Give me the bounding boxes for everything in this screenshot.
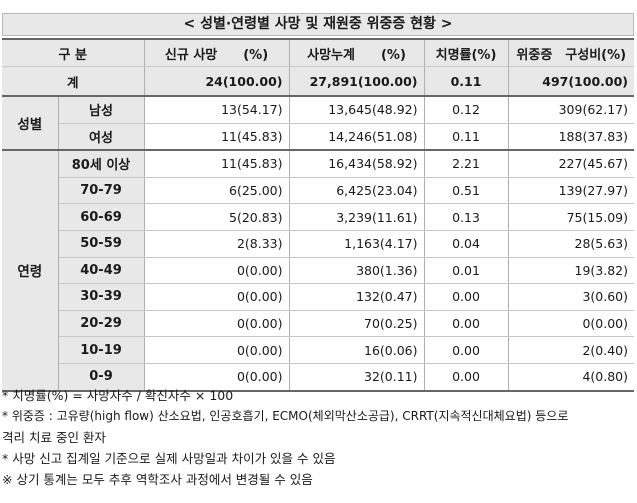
row-label: 20-29 — [58, 310, 145, 338]
cell-new-deaths: 0(0.00) — [144, 283, 290, 311]
cell-fatality-rate: 0.01 — [424, 257, 509, 285]
total-critical: 497(100.00) — [508, 66, 635, 97]
cell-new-deaths: 11(45.83) — [144, 123, 290, 152]
cell-cumulative-deaths: 6,425(23.04) — [289, 177, 425, 205]
table-row: 연령 80세 이상 11(45.83) 16,434(58.92) 2.21 2… — [2, 150, 635, 392]
group-label-age: 연령 — [2, 150, 59, 392]
row-label: 0-9 — [58, 363, 145, 392]
table-row: 여성 11(45.83) 14,246(51.08) 0.11 188(37.8… — [2, 123, 635, 152]
row-label: 남성 — [58, 96, 145, 124]
stats-table: 구 분 신규 사망 (%) 사망누계 (%) 치명률(%) 위중증 구성비(%)… — [2, 38, 635, 392]
cell-fatality-rate: 0.04 — [424, 230, 509, 258]
cell-cumulative-deaths: 16,434(58.92) — [289, 150, 425, 178]
cell-new-deaths: 6(25.00) — [144, 177, 290, 205]
row-label: 70-79 — [58, 177, 145, 205]
cell-fatality-rate: 0.00 — [424, 363, 509, 392]
header-new-deaths: 신규 사망 (%) — [144, 38, 290, 67]
cell-critical: 139(27.97) — [508, 177, 635, 205]
row-label: 10-19 — [58, 336, 145, 364]
header-category: 구 분 — [2, 38, 145, 67]
cell-new-deaths: 11(45.83) — [144, 150, 290, 178]
cell-new-deaths: 0(0.00) — [144, 310, 290, 338]
total-row: 계 24(100.00) 27,891(100.00) 0.11 497(100… — [2, 66, 635, 97]
table-row: 10-19 0(0.00) 16(0.06) 0.00 2(0.40) — [2, 336, 635, 364]
cell-fatality-rate: 0.00 — [424, 336, 509, 364]
footnote: 격리 치료 중인 환자 — [2, 430, 106, 445]
header-critical: 위중증 구성비(%) — [508, 38, 635, 67]
row-label: 50-59 — [58, 230, 145, 258]
footnote: * 사망 신고 집계일 기준으로 실제 사망일과 차이가 있을 수 있음 — [2, 451, 336, 466]
row-label: 60-69 — [58, 203, 145, 231]
cell-cumulative-deaths: 16(0.06) — [289, 336, 425, 364]
table-row: 40-49 0(0.00) 380(1.36) 0.01 19(3.82) — [2, 257, 635, 285]
row-label: 80세 이상 — [58, 150, 145, 178]
cell-new-deaths: 2(8.33) — [144, 230, 290, 258]
total-label: 계 — [2, 66, 145, 97]
table-row: 0-9 0(0.00) 32(0.11) 0.00 4(0.80) — [2, 363, 635, 392]
cell-new-deaths: 0(0.00) — [144, 363, 290, 392]
cell-critical: 0(0.00) — [508, 310, 635, 338]
cell-fatality-rate: 0.11 — [424, 123, 509, 152]
cell-cumulative-deaths: 14,246(51.08) — [289, 123, 425, 152]
cell-fatality-rate: 0.51 — [424, 177, 509, 205]
cell-critical: 28(5.63) — [508, 230, 635, 258]
table-row: 50-59 2(8.33) 1,163(4.17) 0.04 28(5.63) — [2, 230, 635, 258]
footnote: * 위중증 : 고유량(high flow) 산소요법, 인공호흡기, ECMO… — [2, 409, 569, 423]
cell-critical: 3(0.60) — [508, 283, 635, 311]
cell-critical: 19(3.82) — [508, 257, 635, 285]
cell-new-deaths: 0(0.00) — [144, 257, 290, 285]
table-body: 계 24(100.00) 27,891(100.00) 0.11 497(100… — [2, 66, 635, 392]
cell-cumulative-deaths: 1,163(4.17) — [289, 230, 425, 258]
cell-cumulative-deaths: 132(0.47) — [289, 283, 425, 311]
table-title: < 성별·연령별 사망 및 재원중 위중증 현황 > — [2, 13, 634, 36]
table-row: 성별 남성 13(54.17) 13,645(48.92) 0.12 309(6… — [2, 96, 635, 151]
cell-new-deaths: 0(0.00) — [144, 336, 290, 364]
row-label: 30-39 — [58, 283, 145, 311]
cell-new-deaths: 13(54.17) — [144, 96, 290, 124]
cell-fatality-rate: 0.00 — [424, 283, 509, 311]
row-label: 여성 — [58, 123, 145, 152]
cell-critical: 188(37.83) — [508, 123, 635, 152]
total-new-deaths: 24(100.00) — [144, 66, 290, 97]
cell-critical: 227(45.67) — [508, 150, 635, 178]
table-row: 20-29 0(0.00) 70(0.25) 0.00 0(0.00) — [2, 310, 635, 338]
total-cumulative-deaths: 27,891(100.00) — [289, 66, 425, 97]
cell-fatality-rate: 0.00 — [424, 310, 509, 338]
group-label-sex: 성별 — [2, 96, 59, 151]
cell-cumulative-deaths: 3,239(11.61) — [289, 203, 425, 231]
footnotes: * 치명률(%) = 사망자수 / 확진자수 × 100 * 위중증 : 고유량… — [2, 385, 634, 490]
cell-cumulative-deaths: 13,645(48.92) — [289, 96, 425, 124]
cell-fatality-rate: 2.21 — [424, 150, 509, 178]
cell-critical: 309(62.17) — [508, 96, 635, 124]
table-row: 30-39 0(0.00) 132(0.47) 0.00 3(0.60) — [2, 283, 635, 311]
header-fatality-rate: 치명률(%) — [424, 38, 509, 67]
total-fatality-rate: 0.11 — [424, 66, 509, 97]
cell-cumulative-deaths: 32(0.11) — [289, 363, 425, 392]
cell-critical: 75(15.09) — [508, 203, 635, 231]
table-row: 60-69 5(20.83) 3,239(11.61) 0.13 75(15.0… — [2, 203, 635, 231]
cell-cumulative-deaths: 70(0.25) — [289, 310, 425, 338]
footnote: * 치명률(%) = 사망자수 / 확진자수 × 100 — [2, 388, 234, 403]
cell-fatality-rate: 0.12 — [424, 96, 509, 124]
cell-critical: 2(0.40) — [508, 336, 635, 364]
cell-critical: 4(0.80) — [508, 363, 635, 392]
header-cumulative-deaths: 사망누계 (%) — [289, 38, 425, 67]
row-label: 40-49 — [58, 257, 145, 285]
cell-fatality-rate: 0.13 — [424, 203, 509, 231]
cell-new-deaths: 5(20.83) — [144, 203, 290, 231]
header-row: 구 분 신규 사망 (%) 사망누계 (%) 치명률(%) 위중증 구성비(%) — [2, 38, 635, 67]
cell-cumulative-deaths: 380(1.36) — [289, 257, 425, 285]
table-row: 70-79 6(25.00) 6,425(23.04) 0.51 139(27.… — [2, 177, 635, 205]
footnote: ※ 상기 통계는 모두 추후 역학조사 과정에서 변경될 수 있음 — [2, 472, 313, 487]
